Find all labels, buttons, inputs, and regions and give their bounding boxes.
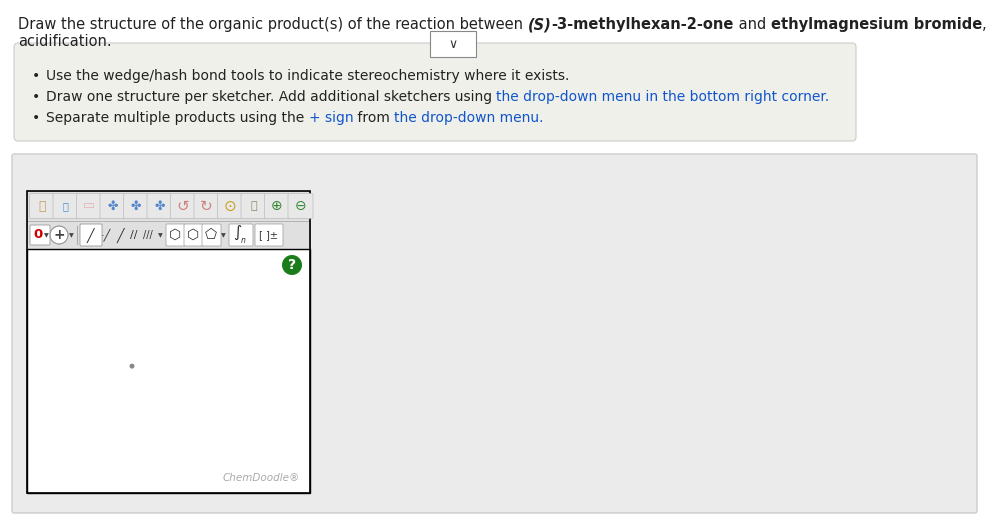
Text: ⬠: ⬠ (205, 228, 217, 242)
Text: -3-methylhexan-2-one: -3-methylhexan-2-one (552, 17, 734, 32)
FancyBboxPatch shape (184, 224, 203, 246)
Text: ?: ? (288, 258, 296, 272)
Text: [ ]±: [ ]± (258, 230, 278, 240)
Text: ⊖: ⊖ (295, 199, 307, 213)
FancyBboxPatch shape (166, 224, 185, 246)
Bar (27, 249, 310, 493)
Text: 💧: 💧 (62, 201, 68, 211)
FancyBboxPatch shape (100, 194, 125, 218)
Text: ∨: ∨ (448, 37, 458, 50)
Text: from: from (353, 111, 395, 125)
Circle shape (130, 364, 135, 369)
FancyBboxPatch shape (194, 194, 219, 218)
Text: Draw the structure of the organic product(s) of the reaction between: Draw the structure of the organic produc… (18, 17, 527, 32)
Text: ·╱: ·╱ (101, 228, 111, 242)
FancyBboxPatch shape (218, 194, 242, 218)
Text: +: + (53, 228, 65, 242)
Text: Draw one structure per sketcher. Add additional sketchers using: Draw one structure per sketcher. Add add… (46, 90, 496, 104)
Text: Use the wedge/hash bond tools to indicate stereochemistry where it exists.: Use the wedge/hash bond tools to indicat… (46, 69, 570, 83)
FancyBboxPatch shape (14, 43, 856, 141)
Text: the drop-down menu.: the drop-down menu. (395, 111, 544, 125)
FancyBboxPatch shape (30, 225, 50, 245)
Text: ///: /// (143, 230, 153, 240)
Text: ▼: ▼ (68, 234, 73, 238)
FancyBboxPatch shape (76, 194, 102, 218)
Text: ↺: ↺ (177, 198, 189, 214)
Circle shape (50, 226, 68, 244)
FancyBboxPatch shape (229, 224, 253, 246)
Text: •: • (32, 90, 41, 104)
Circle shape (282, 255, 302, 275)
Text: •: • (32, 69, 41, 83)
Text: ╱: ╱ (86, 227, 94, 243)
FancyBboxPatch shape (255, 224, 283, 246)
FancyBboxPatch shape (53, 194, 78, 218)
FancyBboxPatch shape (12, 154, 977, 513)
FancyBboxPatch shape (241, 194, 266, 218)
Text: ▼: ▼ (157, 234, 162, 238)
Text: ▼: ▼ (221, 234, 225, 238)
Text: ⊙: ⊙ (224, 198, 236, 214)
Bar (430, 31, 476, 57)
Text: the drop-down menu in the bottom right corner.: the drop-down menu in the bottom right c… (496, 90, 830, 104)
Text: acidification.: acidification. (18, 34, 112, 49)
Text: , followed by: , followed by (982, 17, 989, 32)
Text: ⊕: ⊕ (271, 199, 283, 213)
Text: 📋: 📋 (250, 201, 257, 211)
Text: ⬡: ⬡ (187, 228, 199, 242)
Text: ChemDoodle®: ChemDoodle® (223, 473, 300, 483)
Text: ╱: ╱ (117, 227, 124, 243)
Text: ▼: ▼ (44, 234, 48, 238)
Text: //: // (131, 230, 137, 240)
Text: ✤: ✤ (107, 200, 118, 213)
Text: Separate multiple products using the: Separate multiple products using the (46, 111, 309, 125)
Text: ⬡: ⬡ (169, 228, 181, 242)
Text: and: and (734, 17, 770, 32)
Text: ✤: ✤ (154, 200, 165, 213)
Text: ▭: ▭ (83, 200, 95, 213)
Text: ethylmagnesium bromide: ethylmagnesium bromide (770, 17, 982, 32)
FancyBboxPatch shape (30, 194, 54, 218)
Bar (27, 221, 310, 249)
Text: ✤: ✤ (131, 200, 141, 213)
Text: •: • (32, 111, 41, 125)
FancyBboxPatch shape (170, 194, 196, 218)
Text: ↻: ↻ (200, 198, 213, 214)
FancyBboxPatch shape (288, 194, 313, 218)
FancyBboxPatch shape (202, 224, 221, 246)
Text: 0: 0 (34, 228, 43, 242)
FancyBboxPatch shape (147, 194, 172, 218)
Bar (27, 191, 310, 221)
FancyBboxPatch shape (264, 194, 290, 218)
FancyBboxPatch shape (124, 194, 148, 218)
Text: 🖐: 🖐 (39, 200, 45, 213)
FancyBboxPatch shape (80, 224, 102, 246)
Text: + sign: + sign (309, 111, 353, 125)
Bar (27, 191, 310, 493)
Text: $\int_n$: $\int_n$ (232, 224, 247, 246)
Text: (S): (S) (527, 17, 552, 32)
